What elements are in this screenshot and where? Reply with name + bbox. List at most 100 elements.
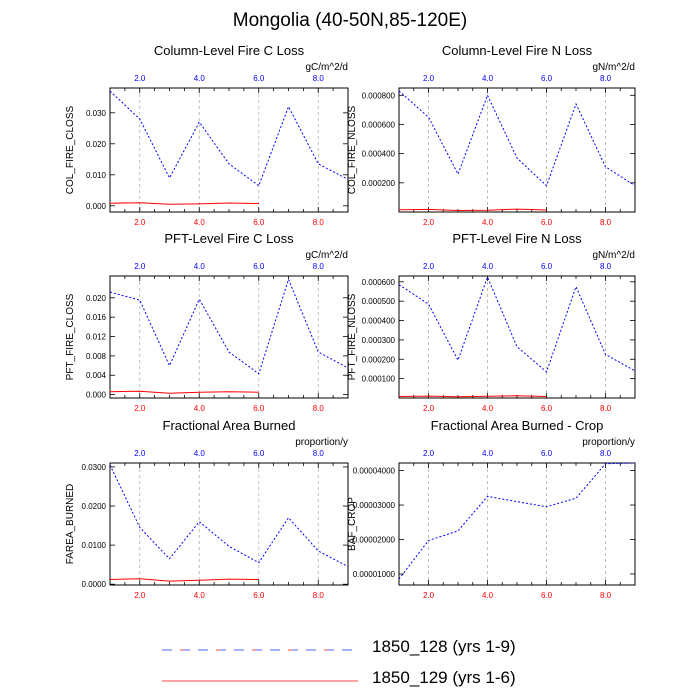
y-axis-label: COL_FIRE_CLOSS <box>65 105 76 194</box>
units-label: proportion/y <box>295 437 348 448</box>
x-tick-label-bottom: 4.0 <box>194 218 206 227</box>
x-tick-label-top: 8.0 <box>600 262 612 271</box>
y-tick-label: 0.00002000 <box>353 536 396 545</box>
x-tick-label-bottom: 4.0 <box>482 218 494 227</box>
x-tick-label-top: 6.0 <box>541 262 553 271</box>
x-tick-label-bottom: 4.0 <box>482 591 494 600</box>
main-title: Mongolia (40-50N,85-120E) <box>232 10 468 31</box>
y-tick-label: 0.000 <box>86 391 107 400</box>
x-tick-label-bottom: 2.0 <box>134 218 146 227</box>
x-tick-label-top: 4.0 <box>482 449 494 458</box>
x-tick-label-top: 6.0 <box>253 262 265 271</box>
y-tick-label: 0.012 <box>86 333 107 342</box>
y-tick-label: 0.000100 <box>362 375 396 384</box>
y-tick-label: 0.000400 <box>362 150 396 159</box>
y-tick-label: 0.020 <box>86 140 107 149</box>
series-line-1 <box>110 90 348 187</box>
x-tick-label-bottom: 2.0 <box>134 404 146 413</box>
series-line-2 <box>110 578 259 582</box>
x-tick-label-bottom: 8.0 <box>600 218 612 227</box>
panel-title: Column-Level Fire N Loss <box>442 43 593 58</box>
y-tick-label: 0.000600 <box>362 278 396 287</box>
series-line-2 <box>399 208 547 212</box>
x-tick-label-bottom: 4.0 <box>482 404 494 413</box>
y-axis-label: PFT_FIRE_CLOSS <box>65 293 76 380</box>
panel-title: PFT-Level Fire C Loss <box>164 231 294 246</box>
chart-panel-1: 2.0 2.0 4.0 4.0 6.0 6.0 8.0 8.0 0.000 0.010 0.020 0… <box>65 43 349 227</box>
series-line-2 <box>110 390 259 394</box>
x-tick-label-bottom: 8.0 <box>600 404 612 413</box>
x-tick-label-bottom: 8.0 <box>600 591 612 600</box>
series-line-1 <box>399 276 635 373</box>
y-tick-label: 0.0300 <box>82 463 107 472</box>
x-tick-label-bottom: 8.0 <box>313 404 325 413</box>
y-axis-label: PFT_FIRE_NLOSS <box>347 293 358 380</box>
chart-panel-3: 2.0 2.0 4.0 4.0 6.0 6.0 8.0 8.0 0.000 0.004 0.008 0… <box>65 231 349 413</box>
plot-frame <box>109 462 349 586</box>
x-tick-label-bottom: 2.0 <box>423 591 435 600</box>
y-tick-label: 0.004 <box>86 371 107 380</box>
panel-title: PFT-Level Fire N Loss <box>452 231 582 246</box>
y-tick-label: 0.0000 <box>82 580 107 589</box>
y-tick-label: 0.030 <box>86 109 107 118</box>
x-tick-label-bottom: 6.0 <box>541 591 553 600</box>
chart-panel-6: 2.0 2.0 4.0 4.0 6.0 6.0 8.0 8.0 0.00001000 0.0000… <box>347 418 636 600</box>
y-tick-label: 0.010 <box>86 171 107 180</box>
legend-label-1850-128: 1850_128 (yrs 1-9) <box>372 637 516 656</box>
plot-frame <box>398 462 636 586</box>
y-tick-label: 0.000200 <box>362 355 396 364</box>
x-tick-label-bottom: 8.0 <box>313 591 325 600</box>
y-tick-label: 0.00004000 <box>353 467 396 476</box>
x-tick-label-bottom: 4.0 <box>194 404 206 413</box>
panel-title: Fractional Area Burned - Crop <box>431 418 604 433</box>
y-tick-label: 0.000300 <box>362 336 396 345</box>
x-tick-label-top: 2.0 <box>423 449 435 458</box>
y-tick-label: 0.000500 <box>362 297 396 306</box>
x-tick-label-top: 4.0 <box>194 74 206 83</box>
legend-line-1850-129 <box>162 680 358 682</box>
series-line-1 <box>110 277 348 375</box>
x-tick-label-top: 4.0 <box>482 74 494 83</box>
y-tick-label: 0.000200 <box>362 179 396 188</box>
x-tick-label-bottom: 4.0 <box>194 591 206 600</box>
x-tick-label-bottom: 8.0 <box>313 218 325 227</box>
x-tick-label-top: 4.0 <box>482 262 494 271</box>
y-tick-label: 0.000 <box>86 202 107 211</box>
y-tick-label: 0.020 <box>86 294 107 303</box>
y-tick-label: 0.000400 <box>362 317 396 326</box>
y-axis-label: COL_FIRE_NLOSS <box>347 105 358 194</box>
series-line-2 <box>399 395 547 398</box>
plot-frame <box>109 87 349 213</box>
units-label: gC/m^2/d <box>306 62 349 73</box>
chart-panel-4: 2.0 2.0 4.0 4.0 6.0 6.0 8.0 8.0 0.000100 0.000200… <box>347 231 636 413</box>
y-axis-label: FAREA_BURNED <box>65 484 76 565</box>
x-tick-label-top: 8.0 <box>313 74 325 83</box>
x-tick-label-top: 6.0 <box>541 449 553 458</box>
x-tick-label-top: 2.0 <box>134 74 146 83</box>
x-tick-label-top: 2.0 <box>134 262 146 271</box>
plot-frame <box>109 275 349 399</box>
x-tick-label-bottom: 2.0 <box>423 404 435 413</box>
y-tick-label: 0.00001000 <box>353 570 396 579</box>
panel-title: Fractional Area Burned <box>163 418 296 433</box>
x-tick-label-top: 6.0 <box>541 74 553 83</box>
series-line-1 <box>110 464 348 568</box>
x-tick-label-top: 6.0 <box>253 74 265 83</box>
y-tick-label: 0.000600 <box>362 120 396 129</box>
x-tick-label-top: 8.0 <box>313 262 325 271</box>
x-tick-label-bottom: 6.0 <box>541 218 553 227</box>
y-axis-label: BAF_CROP <box>347 497 358 551</box>
legend-label-1850-129: 1850_129 (yrs 1-6) <box>372 668 516 687</box>
units-label: gN/m^2/d <box>593 62 636 73</box>
y-tick-label: 0.016 <box>86 313 107 322</box>
x-tick-label-top: 2.0 <box>423 262 435 271</box>
x-tick-label-top: 8.0 <box>600 449 612 458</box>
series-line-1 <box>399 90 635 187</box>
x-tick-label-top: 2.0 <box>423 74 435 83</box>
legend-line-1850-128 <box>162 649 358 651</box>
x-tick-label-top: 6.0 <box>253 449 265 458</box>
units-label: gN/m^2/d <box>593 250 636 261</box>
x-tick-label-bottom: 6.0 <box>541 404 553 413</box>
x-tick-label-top: 4.0 <box>194 449 206 458</box>
